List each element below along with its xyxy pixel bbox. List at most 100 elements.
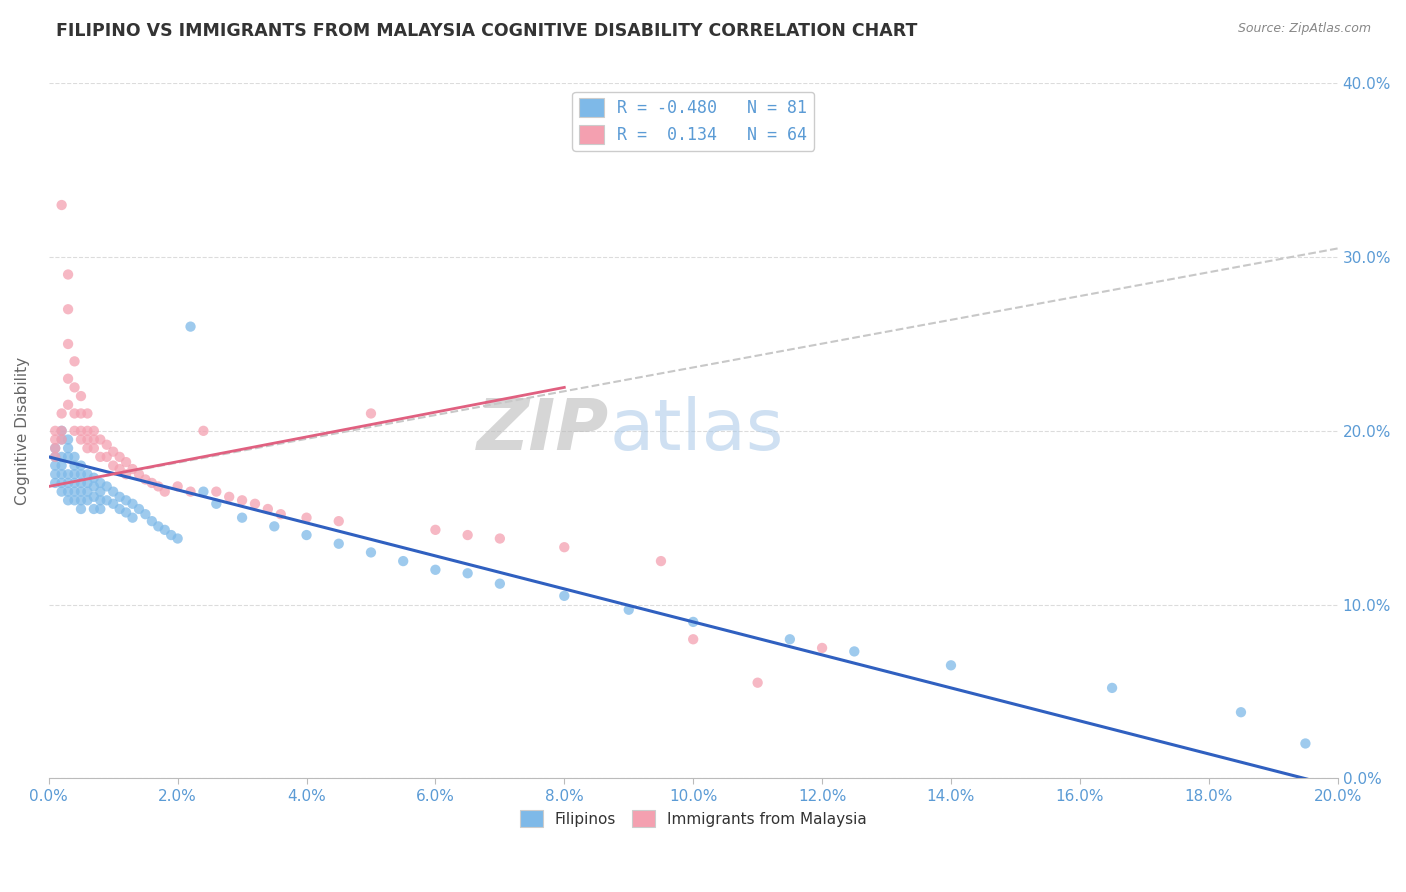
Point: [1101, 681, 1123, 695]
Point: [83, 490, 105, 504]
Point: [89, 450, 111, 464]
Point: [44, 441, 66, 455]
Point: [56, 450, 79, 464]
Point: [51, 433, 73, 447]
Point: [218, 490, 240, 504]
Point: [63, 354, 86, 368]
Text: ZIP: ZIP: [477, 396, 609, 466]
Point: [96, 438, 118, 452]
Point: [63, 380, 86, 394]
Point: [328, 514, 350, 528]
Point: [56, 398, 79, 412]
Point: [56, 268, 79, 282]
Point: [257, 502, 280, 516]
Point: [44, 450, 66, 464]
Point: [83, 471, 105, 485]
Point: [844, 644, 866, 658]
Point: [134, 473, 156, 487]
Point: [779, 632, 801, 647]
Point: [56, 467, 79, 482]
Point: [44, 475, 66, 490]
Point: [166, 479, 188, 493]
Point: [70, 475, 93, 490]
Point: [180, 319, 202, 334]
Point: [425, 563, 447, 577]
Point: [205, 497, 228, 511]
Point: [83, 424, 105, 438]
Point: [51, 198, 73, 212]
Point: [56, 441, 79, 455]
Point: [44, 467, 66, 482]
Point: [160, 528, 183, 542]
Point: [63, 458, 86, 473]
Point: [56, 302, 79, 317]
Point: [1230, 705, 1253, 719]
Point: [70, 458, 93, 473]
Point: [939, 658, 962, 673]
Text: atlas: atlas: [609, 396, 783, 466]
Point: [70, 484, 93, 499]
Point: [51, 407, 73, 421]
Point: [96, 493, 118, 508]
Point: [682, 615, 704, 629]
Point: [70, 502, 93, 516]
Point: [115, 467, 138, 482]
Point: [682, 632, 704, 647]
Point: [76, 475, 98, 490]
Point: [115, 493, 138, 508]
Point: [489, 532, 512, 546]
Point: [103, 458, 125, 473]
Point: [70, 467, 93, 482]
Point: [56, 484, 79, 499]
Point: [89, 493, 111, 508]
Point: [70, 493, 93, 508]
Point: [425, 523, 447, 537]
Point: [63, 467, 86, 482]
Point: [51, 424, 73, 438]
Point: [1294, 737, 1316, 751]
Point: [51, 467, 73, 482]
Point: [617, 603, 640, 617]
Point: [134, 507, 156, 521]
Point: [193, 424, 215, 438]
Point: [392, 554, 415, 568]
Point: [70, 424, 93, 438]
Point: [89, 484, 111, 499]
Point: [76, 441, 98, 455]
Point: [51, 458, 73, 473]
Point: [51, 450, 73, 464]
Point: [63, 407, 86, 421]
Point: [56, 433, 79, 447]
Point: [128, 467, 150, 482]
Point: [63, 450, 86, 464]
Point: [70, 389, 93, 403]
Point: [295, 528, 318, 542]
Point: [44, 450, 66, 464]
Point: [96, 479, 118, 493]
Point: [83, 502, 105, 516]
Point: [489, 576, 512, 591]
Point: [56, 493, 79, 508]
Point: [76, 484, 98, 499]
Point: [89, 433, 111, 447]
Point: [83, 433, 105, 447]
Point: [44, 424, 66, 438]
Point: [115, 455, 138, 469]
Point: [360, 407, 382, 421]
Point: [231, 493, 253, 508]
Point: [76, 467, 98, 482]
Point: [76, 493, 98, 508]
Point: [108, 490, 131, 504]
Point: [83, 479, 105, 493]
Point: [243, 497, 266, 511]
Point: [553, 540, 575, 554]
Point: [121, 497, 143, 511]
Point: [153, 523, 176, 537]
Point: [650, 554, 672, 568]
Point: [141, 514, 163, 528]
Point: [553, 589, 575, 603]
Point: [63, 475, 86, 490]
Point: [148, 479, 170, 493]
Point: [96, 450, 118, 464]
Legend: Filipinos, Immigrants from Malaysia: Filipinos, Immigrants from Malaysia: [513, 805, 873, 833]
